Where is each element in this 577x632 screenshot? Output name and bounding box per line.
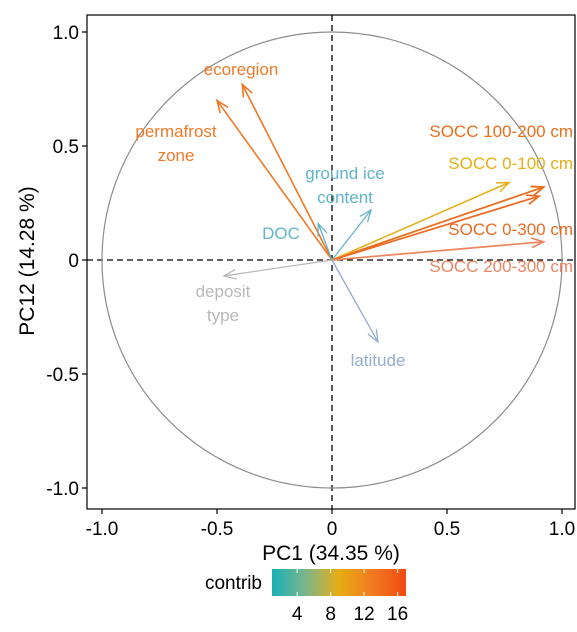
- variable-label-line: latitude: [351, 351, 406, 370]
- variable-label: permafrost zone: [135, 122, 217, 165]
- variable-label-line: ecoregion: [204, 60, 279, 79]
- variable-label-line: SOCC 0-300 cm: [448, 220, 573, 239]
- arrow-head: [359, 208, 373, 223]
- variable-label-line: content: [317, 188, 373, 207]
- arrow-head: [367, 329, 379, 344]
- variable-label: ground ice content: [305, 164, 384, 207]
- variable-label-line: SOCC 200-300 cm: [429, 257, 573, 276]
- arrow-shaft: [331, 186, 544, 261]
- variable-label-line: type: [207, 306, 239, 325]
- arrow-head: [530, 237, 546, 249]
- arrow-shaft: [331, 195, 540, 261]
- legend-title: contrib: [205, 573, 262, 594]
- legend-tick-label: 12: [354, 604, 375, 625]
- variable-arrow: [317, 221, 333, 261]
- variable-arrow: [331, 194, 542, 261]
- variable-label-line: ground ice: [305, 164, 384, 183]
- arrow-head: [215, 98, 229, 114]
- variable-label-line: SOCC 0-100 cm: [448, 154, 573, 173]
- variable-arrow: [331, 237, 546, 261]
- arrow-head: [525, 194, 542, 206]
- y-axis-title: PC12 (14.28 %): [16, 186, 39, 335]
- x-tick-label: -0.5: [201, 519, 234, 540]
- arrow-shaft: [317, 223, 333, 261]
- variable-arrow: [331, 208, 373, 261]
- legend-colorbar: [272, 569, 406, 596]
- y-tick-label: -0.5: [46, 365, 79, 386]
- y-tick-label: 1.0: [53, 23, 79, 44]
- variable-label: SOCC 0-100 cm: [448, 154, 573, 173]
- x-tick-label: 0: [327, 519, 338, 540]
- arrow-head: [496, 181, 511, 193]
- x-tick-label: 0.5: [434, 519, 460, 540]
- arrow-shaft: [331, 181, 510, 261]
- variable-arrow: [331, 185, 546, 261]
- y-tick-label: 0: [68, 251, 79, 272]
- y-tick-label: -1.0: [46, 479, 79, 500]
- variable-label-line: zone: [158, 146, 195, 165]
- variable-label: SOCC 100-200 cm: [429, 122, 573, 141]
- arrow-shaft: [223, 259, 333, 277]
- variable-label-line: permafrost: [135, 122, 217, 141]
- arrow-shaft: [331, 209, 372, 261]
- legend-tick-label: 8: [325, 604, 336, 625]
- arrow-shaft: [331, 240, 544, 261]
- variable-arrow: [241, 82, 333, 261]
- variable-label: SOCC 200-300 cm: [429, 257, 573, 276]
- variable-label: ecoregion: [204, 60, 279, 79]
- variable-label: DOC: [262, 224, 300, 243]
- arrow-shaft: [216, 99, 333, 261]
- x-tick-label: 1.0: [549, 519, 575, 540]
- variable-label-line: SOCC 100-200 cm: [429, 122, 573, 141]
- arrow-shaft: [331, 259, 379, 343]
- variable-arrow: [331, 181, 511, 261]
- x-tick-label: -1.0: [86, 519, 119, 540]
- correlation-circle: [101, 31, 563, 489]
- variable-arrow: [215, 98, 333, 261]
- variable-label-line: DOC: [262, 224, 300, 243]
- plot-panel: [86, 14, 576, 510]
- arrow-head: [530, 185, 546, 197]
- arrow-head: [317, 221, 328, 237]
- arrow-head: [241, 82, 253, 98]
- variable-label: latitude: [351, 351, 406, 370]
- y-tick-label: 0.5: [53, 137, 79, 158]
- variable-label-line: deposit: [196, 282, 251, 301]
- legend-tick-label: 16: [387, 604, 408, 625]
- arrow-head: [222, 268, 237, 280]
- variable-arrow: [222, 259, 333, 280]
- variable-label: SOCC 0-300 cm: [448, 220, 573, 239]
- x-axis-title: PC1 (34.35 %): [262, 542, 400, 565]
- legend-tick-label: 4: [292, 604, 303, 625]
- variable-label: deposit type: [196, 282, 251, 325]
- arrow-shaft: [241, 84, 333, 261]
- variable-arrow: [331, 259, 379, 344]
